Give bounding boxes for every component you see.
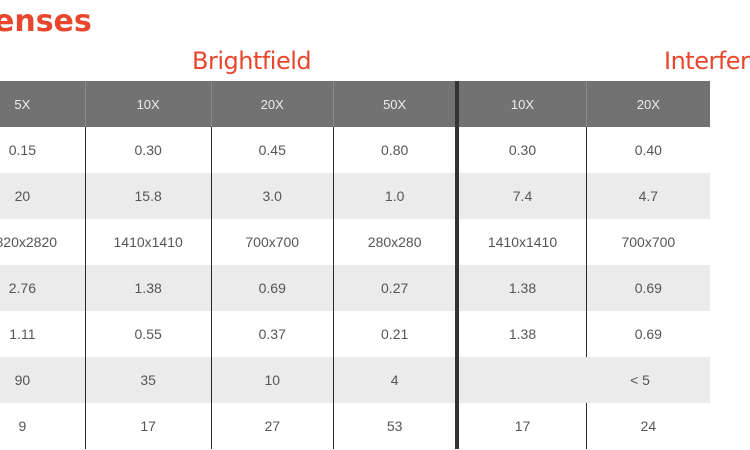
- table-cell: 1.38: [455, 311, 587, 357]
- table-cell: 0.30: [84, 127, 212, 173]
- table-cell: 24: [585, 403, 710, 449]
- table-cell: 90: [0, 357, 86, 403]
- table-cell: 0.30: [455, 127, 587, 173]
- table-row: 20 15.8 3.0 1.0 7.4 4.7: [0, 173, 710, 219]
- table-cell: 0.69: [585, 265, 710, 311]
- table-cell: 700x700: [585, 219, 710, 265]
- table-cell: 10: [210, 357, 334, 403]
- table-cell: 700x700: [210, 219, 334, 265]
- table-row: 2.76 1.38 0.69 0.27 1.38 0.69: [0, 265, 710, 311]
- table-cell: 1.0: [332, 173, 458, 219]
- table-cell: 0.21: [332, 311, 458, 357]
- table-cell: 3.0: [210, 173, 334, 219]
- table-row: 0.15 0.30 0.45 0.80 0.30 0.40: [0, 127, 710, 173]
- table-cell: 0.27: [332, 265, 458, 311]
- column-header: 20X: [585, 81, 710, 127]
- table-row: 2820x2820 1410x1410 700x700 280x280 1410…: [0, 219, 710, 265]
- table-cell: 280x280: [332, 219, 458, 265]
- table-cell: 17: [455, 403, 587, 449]
- column-header: 10X: [455, 81, 587, 127]
- group-label-interferometry: Interferom: [664, 47, 750, 75]
- column-header: 20X: [210, 81, 334, 127]
- merged-cell-text: < 5: [630, 372, 650, 388]
- table-cell: 0.45: [210, 127, 334, 173]
- table-cell: 35: [84, 357, 212, 403]
- table-cell: 20: [0, 173, 86, 219]
- group-label-brightfield: Brightfield: [192, 47, 312, 75]
- table-cell: 15.8: [84, 173, 212, 219]
- table-cell: 2820x2820: [0, 219, 86, 265]
- table-cell: 0.69: [585, 311, 710, 357]
- table-cell: 2.76: [0, 265, 86, 311]
- table-row: 1.11 0.55 0.37 0.21 1.38 0.69: [0, 311, 710, 357]
- table-cell: 1.11: [0, 311, 86, 357]
- column-header: 10X: [84, 81, 212, 127]
- table-cell: 0.69: [210, 265, 334, 311]
- table-cell: 27: [210, 403, 334, 449]
- table-cell: 9: [0, 403, 86, 449]
- table-row: 90 35 10 4 < 5: [0, 357, 710, 403]
- table-cell: 0.37: [210, 311, 334, 357]
- table-row: 9 17 27 53 17 24: [0, 403, 710, 449]
- table-cell: 0.80: [332, 127, 458, 173]
- table-cell: 0.40: [585, 127, 710, 173]
- lens-spec-table: 5X 10X 20X 50X 10X 20X 0.15 0.30 0.45 0.…: [0, 81, 710, 449]
- table-cell: 4: [332, 357, 458, 403]
- table-cell: 1410x1410: [84, 219, 212, 265]
- table-cell: 0.55: [84, 311, 212, 357]
- table-cell: 7.4: [455, 173, 587, 219]
- table-cell: 1.38: [455, 265, 587, 311]
- table-cell: 53: [332, 403, 458, 449]
- column-header: 50X: [332, 81, 458, 127]
- merged-table-cell: < 5: [455, 357, 710, 403]
- table-cell: 1410x1410: [455, 219, 587, 265]
- table-cell: 17: [84, 403, 212, 449]
- table-cell: 0.15: [0, 127, 86, 173]
- table-cell: 1.38: [84, 265, 212, 311]
- column-header: 5X: [0, 81, 86, 127]
- table-header-row: 5X 10X 20X 50X 10X 20X: [0, 81, 710, 127]
- table-cell: 4.7: [585, 173, 710, 219]
- section-heading: enses: [0, 4, 92, 39]
